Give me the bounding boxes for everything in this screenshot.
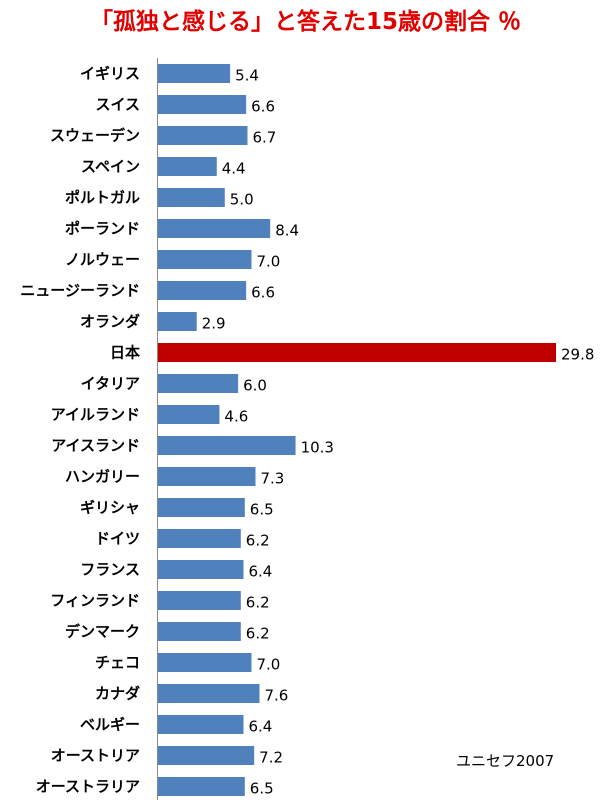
bar-12 xyxy=(158,436,296,455)
bar-19 xyxy=(158,653,252,672)
value-label-7: 6.6 xyxy=(251,284,275,302)
value-label-3: 4.4 xyxy=(222,160,246,178)
bar-11 xyxy=(158,405,220,424)
bar-18 xyxy=(158,622,241,641)
value-label-12: 10.3 xyxy=(301,439,334,457)
value-label-15: 6.2 xyxy=(246,532,270,550)
category-label-15: ドイツ xyxy=(95,530,140,548)
value-label-0: 5.4 xyxy=(235,67,259,85)
value-label-13: 7.3 xyxy=(260,470,284,488)
value-label-6: 7.0 xyxy=(256,253,280,271)
category-label-18: デンマーク xyxy=(65,623,140,641)
category-label-10: イタリア xyxy=(81,375,140,393)
value-label-16: 6.4 xyxy=(248,563,272,581)
bar-15 xyxy=(158,529,241,548)
bar-22 xyxy=(158,746,255,765)
value-label-21: 6.4 xyxy=(248,718,272,736)
category-label-16: フランス xyxy=(80,561,140,579)
value-label-9: 29.8 xyxy=(561,346,594,364)
category-label-21: ベルギー xyxy=(80,716,140,734)
bar-21 xyxy=(158,715,244,734)
bar-23 xyxy=(158,777,245,796)
bar-13 xyxy=(158,467,256,486)
category-label-2: スウェーデン xyxy=(50,127,140,145)
category-label-23: オーストラリア xyxy=(36,778,140,796)
category-labels-group: イギリススイススウェーデンスペインポルトガルポーランドノルウェーニュージーランド… xyxy=(20,65,140,796)
category-label-20: カナダ xyxy=(95,685,140,703)
value-label-14: 6.5 xyxy=(250,501,274,519)
chart-title: 「孤独と感じる」と答えた15歳の割合 ％ xyxy=(89,9,521,35)
bar-3 xyxy=(158,157,217,176)
bar-17 xyxy=(158,591,241,610)
category-label-17: フィンランド xyxy=(50,592,140,610)
category-label-7: ニュージーランド xyxy=(20,282,140,300)
category-label-6: ノルウェー xyxy=(65,251,140,269)
category-label-22: オーストリア xyxy=(51,747,140,765)
value-label-17: 6.2 xyxy=(246,594,270,612)
bar-10 xyxy=(158,374,239,393)
bar-20 xyxy=(158,684,260,703)
category-label-8: オランダ xyxy=(80,313,140,331)
category-label-14: ギリシャ xyxy=(80,499,140,517)
bars-group xyxy=(158,64,556,796)
bar-14 xyxy=(158,498,245,517)
bar-9 xyxy=(158,343,556,362)
value-label-22: 7.2 xyxy=(259,749,283,767)
value-label-23: 6.5 xyxy=(250,780,274,798)
bar-1 xyxy=(158,95,247,114)
category-label-1: スイス xyxy=(95,96,140,114)
bar-8 xyxy=(158,312,197,331)
category-label-12: アイスランド xyxy=(51,437,140,455)
value-label-1: 6.6 xyxy=(251,98,275,116)
bar-6 xyxy=(158,250,252,269)
bar-5 xyxy=(158,219,271,238)
category-label-3: スペイン xyxy=(81,158,140,176)
category-label-5: ポーランド xyxy=(65,220,140,238)
value-label-11: 4.6 xyxy=(224,408,248,426)
category-label-9: 日本 xyxy=(110,344,140,362)
category-label-0: イギリス xyxy=(80,65,140,83)
category-label-19: チェコ xyxy=(95,654,140,672)
category-label-11: アイルランド xyxy=(51,406,140,424)
category-label-13: ハンガリー xyxy=(65,468,140,486)
value-labels-group: 5.4 6.6 6.7 4.4 5.0 8.4 7.0 6.6 2.9 29.8 6.0 4.6 10.… xyxy=(202,67,595,798)
value-label-8: 2.9 xyxy=(202,315,226,333)
value-label-20: 7.6 xyxy=(265,687,289,705)
bar-16 xyxy=(158,560,244,579)
value-label-5: 8.4 xyxy=(275,222,299,240)
value-label-19: 7.0 xyxy=(256,656,280,674)
value-label-18: 6.2 xyxy=(246,625,270,643)
value-label-4: 5.0 xyxy=(230,191,254,209)
value-label-10: 6.0 xyxy=(243,377,267,395)
value-label-2: 6.7 xyxy=(252,129,276,147)
bar-7 xyxy=(158,281,247,300)
bar-2 xyxy=(158,126,248,145)
bar-4 xyxy=(158,188,225,207)
bar-0 xyxy=(158,64,231,83)
category-label-4: ポルトガル xyxy=(65,189,140,207)
source-note: ユニセフ2007 xyxy=(456,752,555,770)
